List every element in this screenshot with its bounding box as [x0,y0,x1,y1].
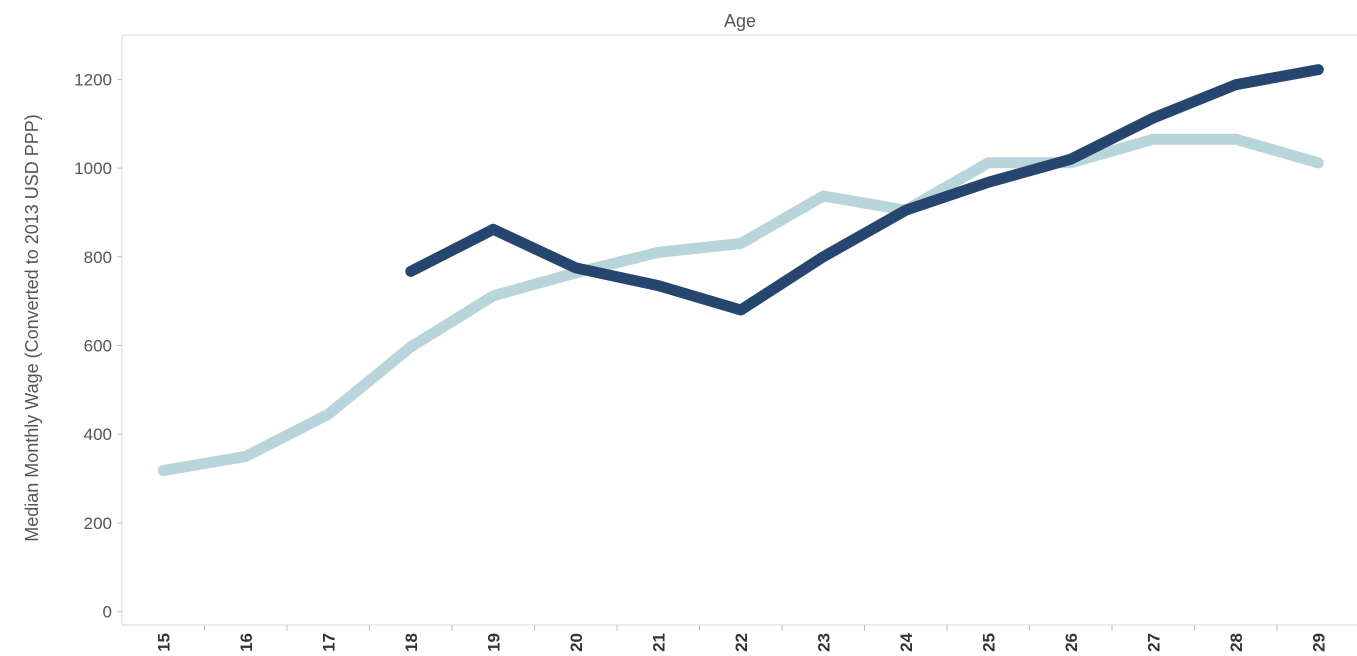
y-tick-label: 600 [84,337,112,356]
series-line-1 [405,64,1324,316]
x-tick-label: 23 [814,633,833,652]
x-tick-label: 22 [732,633,751,652]
x-tick-label: 29 [1309,633,1328,652]
x-tick-label: 18 [402,633,421,652]
x-tick-label: 15 [154,633,173,652]
y-tick-label: 200 [84,514,112,533]
x-tick-label: 27 [1144,633,1163,652]
x-tick-label: 24 [897,632,916,651]
x-tick-label: 17 [319,633,338,652]
x-tick-label: 26 [1062,633,1081,652]
y-tick-label: 0 [103,603,112,622]
x-tick-label: 19 [484,633,503,652]
y-tick-label: 800 [84,248,112,267]
y-tick-label: 1000 [74,159,112,178]
y-axis-title: Median Monthly Wage (Converted to 2013 U… [22,114,42,542]
x-tick-label: 25 [979,633,998,652]
x-tick-label: 20 [567,633,586,652]
y-tick-label: 400 [84,425,112,444]
x-tick-label: 21 [649,633,668,652]
x-axis-title: Age [724,11,756,31]
y-tick-label: 1200 [74,70,112,89]
x-tick-label: 28 [1227,633,1246,652]
series-line-2 [157,133,1324,477]
x-tick-label: 16 [237,633,256,652]
